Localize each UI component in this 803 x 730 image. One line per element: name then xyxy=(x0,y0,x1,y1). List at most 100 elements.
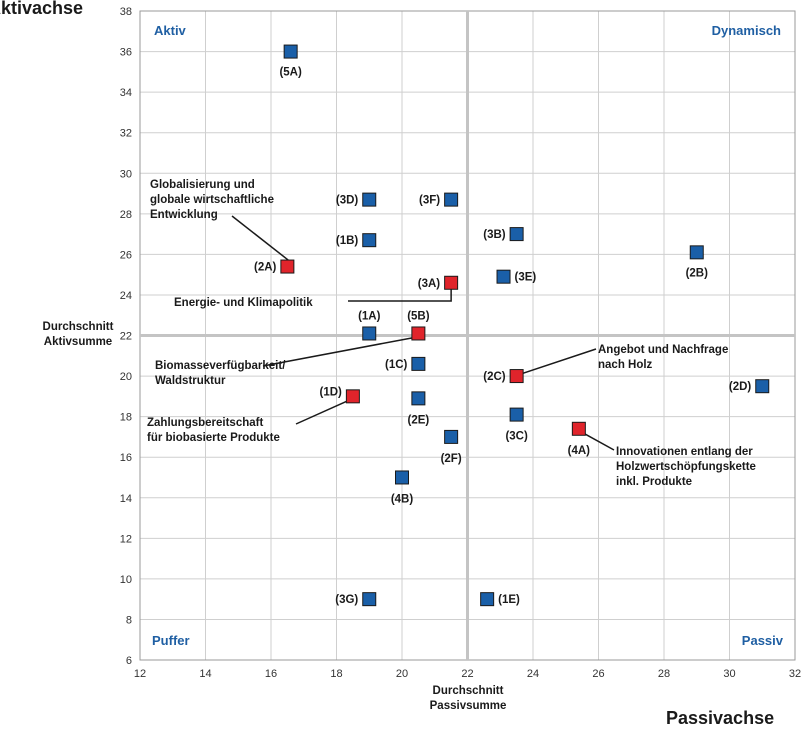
quadrant-label-top-left: Aktiv xyxy=(154,23,187,38)
data-point-label: (5A) xyxy=(279,67,302,79)
data-point-label: (3B) xyxy=(483,229,506,241)
y-tick-label: 36 xyxy=(120,47,132,59)
data-point-label: (2F) xyxy=(441,453,462,465)
data-point-label: (1B) xyxy=(336,235,359,247)
data-point-label: (4B) xyxy=(391,493,414,505)
y-tick-label: 8 xyxy=(126,614,132,626)
data-point-label: (2D) xyxy=(729,381,752,393)
x-axis-title: Passivachse xyxy=(666,708,775,728)
data-point-label: (2A) xyxy=(254,262,277,274)
data-point xyxy=(362,192,377,207)
annotation-text: Energie- und Klimapolitik xyxy=(174,297,313,309)
data-point xyxy=(444,192,459,207)
data-point-label: (3E) xyxy=(515,272,537,284)
data-point-label: (5B) xyxy=(407,310,430,322)
annotation-text: Globalisierung und xyxy=(150,179,255,191)
data-point-label: (2E) xyxy=(408,414,430,426)
data-point xyxy=(571,421,586,436)
quadrant-label-bottom-right: Passiv xyxy=(742,633,784,648)
x-tick-label: 28 xyxy=(658,668,670,680)
y-tick-label: 28 xyxy=(120,209,132,221)
x-tick-label: 26 xyxy=(592,668,604,680)
data-point xyxy=(411,391,426,406)
data-point-label: (1A) xyxy=(358,310,381,322)
data-point xyxy=(345,389,360,404)
annotation-text: globale wirtschaftliche xyxy=(150,194,274,206)
data-point-label: (3F) xyxy=(419,195,440,207)
data-point xyxy=(444,275,459,290)
y-axis-label-line-2: Aktivsumme xyxy=(43,336,113,348)
data-point xyxy=(280,259,295,274)
y-tick-label: 10 xyxy=(120,574,132,586)
y-axis-label-line-1: Durchschnitt xyxy=(42,321,114,333)
annotation-leader-line xyxy=(520,348,597,375)
x-axis-label-line-1: Durchschnitt xyxy=(432,685,504,697)
x-tick-label: 16 xyxy=(265,668,277,680)
x-tick-label: 30 xyxy=(723,668,735,680)
y-tick-label: 32 xyxy=(120,128,132,140)
annotation-text: Waldstruktur xyxy=(155,375,226,387)
y-tick-label: 30 xyxy=(120,168,132,180)
y-tick-label: 16 xyxy=(120,452,132,464)
y-tick-label: 22 xyxy=(120,331,132,343)
quadrant-label-top-right: Dynamisch xyxy=(712,23,781,38)
annotation-text: Holzwertschöpfungskette xyxy=(616,461,756,473)
data-point xyxy=(755,379,770,394)
y-axis-title: Aktivachse xyxy=(0,0,84,18)
annotation-leader-line xyxy=(231,215,292,264)
data-point-label: (3G) xyxy=(335,594,358,606)
annotation-text: Angebot und Nachfrage xyxy=(598,344,728,356)
data-point xyxy=(509,369,524,384)
data-point-label: (1C) xyxy=(385,359,408,371)
x-tick-label: 18 xyxy=(330,668,342,680)
data-point xyxy=(689,245,704,260)
data-point xyxy=(362,326,377,341)
y-tick-label: 14 xyxy=(120,493,132,505)
annotation-text: Zahlungsbereitschaft xyxy=(147,417,263,429)
data-point-label: (2B) xyxy=(686,267,709,279)
data-point xyxy=(411,356,426,371)
y-tick-label: 6 xyxy=(126,655,132,667)
x-axis-label: Durchschnitt Passivsumme xyxy=(418,684,518,714)
data-point xyxy=(509,407,524,422)
x-axis-label-line-2: Passivsumme xyxy=(429,700,507,712)
data-point-label: (3A) xyxy=(418,278,441,290)
data-point xyxy=(480,592,495,607)
data-point-label: (3D) xyxy=(336,195,359,207)
annotation-text: Entwicklung xyxy=(150,209,218,221)
data-point-label: (2C) xyxy=(483,371,506,383)
y-tick-label: 38 xyxy=(120,6,132,18)
data-point xyxy=(444,429,459,444)
x-tick-label: 20 xyxy=(396,668,408,680)
data-point xyxy=(283,44,298,59)
annotation-leader-line xyxy=(262,336,415,367)
data-point xyxy=(509,227,524,242)
data-point xyxy=(496,269,511,284)
data-point-label: (1E) xyxy=(498,594,520,606)
data-point-label: (3C) xyxy=(505,431,528,443)
annotation-leader-line xyxy=(295,399,350,425)
x-tick-label: 32 xyxy=(789,668,801,680)
y-tick-label: 26 xyxy=(120,249,132,261)
data-point xyxy=(411,326,426,341)
annotation-text: Biomasseverfügbarkeit/ xyxy=(155,360,286,372)
annotation-leader-line xyxy=(348,288,452,302)
y-tick-label: 24 xyxy=(120,290,132,302)
annotation-text: Innovationen entlang der xyxy=(616,446,753,458)
data-point-label: (1D) xyxy=(320,386,343,398)
x-tick-label: 22 xyxy=(461,668,473,680)
annotation-text: nach Holz xyxy=(598,359,653,371)
quadrant-label-bottom-left: Puffer xyxy=(152,633,190,648)
x-tick-label: 12 xyxy=(134,668,146,680)
data-point xyxy=(362,233,377,248)
x-tick-label: 24 xyxy=(527,668,539,680)
annotation-text: inkl. Produkte xyxy=(616,476,692,488)
annotation-leader-line xyxy=(582,432,615,451)
y-tick-label: 12 xyxy=(120,533,132,545)
x-tick-label: 14 xyxy=(199,668,211,680)
data-point xyxy=(362,592,377,607)
y-tick-label: 20 xyxy=(120,371,132,383)
y-tick-label: 34 xyxy=(120,87,132,99)
annotation-text: für biobasierte Produkte xyxy=(147,432,280,444)
